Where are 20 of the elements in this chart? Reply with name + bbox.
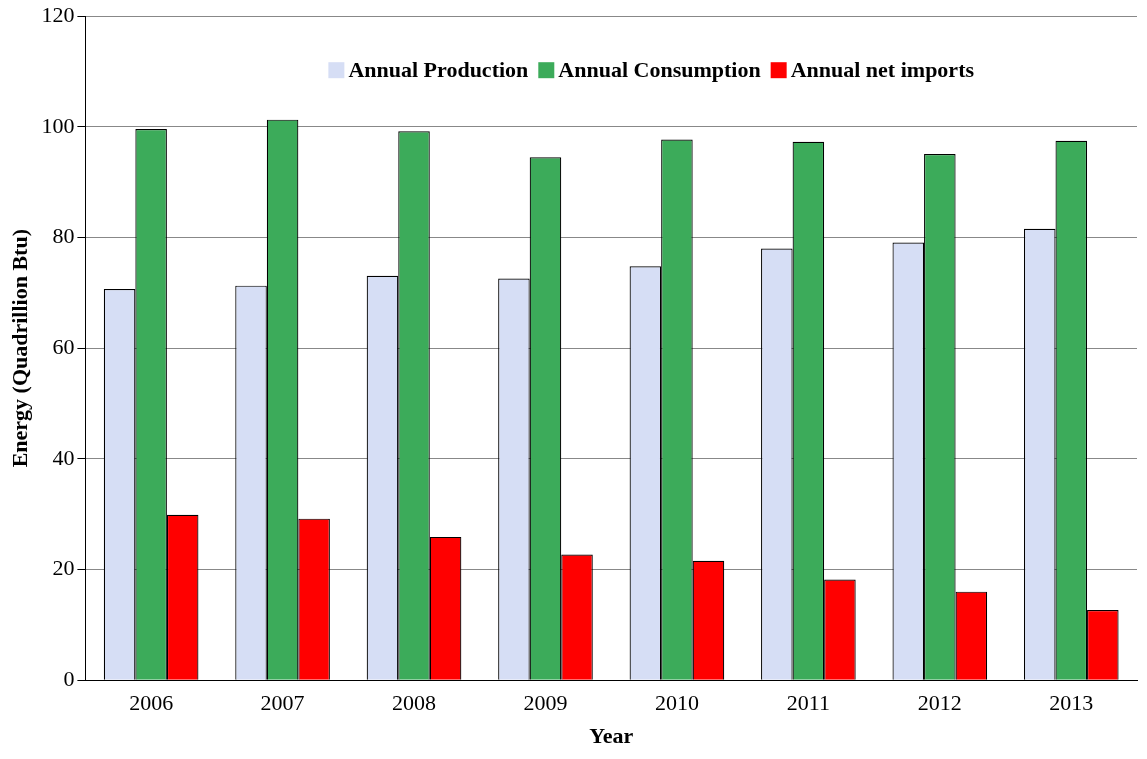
- legend-label: Annual Consumption: [558, 56, 761, 82]
- x-tick-label: 2009: [523, 690, 568, 716]
- y-tick-label: 40: [52, 444, 75, 470]
- x-tick-label: 2007: [260, 690, 305, 716]
- y-tick-label: 120: [41, 1, 75, 27]
- y-tick-label: 80: [52, 223, 75, 249]
- x-tick-label: 2010: [654, 690, 699, 716]
- x-tick-label: 2013: [1049, 690, 1094, 716]
- y-tick-label: 20: [52, 555, 75, 581]
- legend-label: Annual net imports: [790, 56, 975, 82]
- y-tick-label: 100: [41, 112, 75, 138]
- y-tick-label: 60: [52, 333, 75, 359]
- x-tick-label: 2012: [917, 690, 962, 716]
- x-tick-label: 2008: [392, 690, 437, 716]
- x-tick-label: 2006: [129, 690, 174, 716]
- x-axis-title: Year: [589, 723, 634, 749]
- legend-label: Annual Production: [348, 56, 529, 82]
- y-tick-label: 0: [63, 665, 75, 691]
- y-axis-title: Energy (Quadrillion Btu): [6, 229, 32, 468]
- x-tick-label: 2011: [786, 690, 830, 716]
